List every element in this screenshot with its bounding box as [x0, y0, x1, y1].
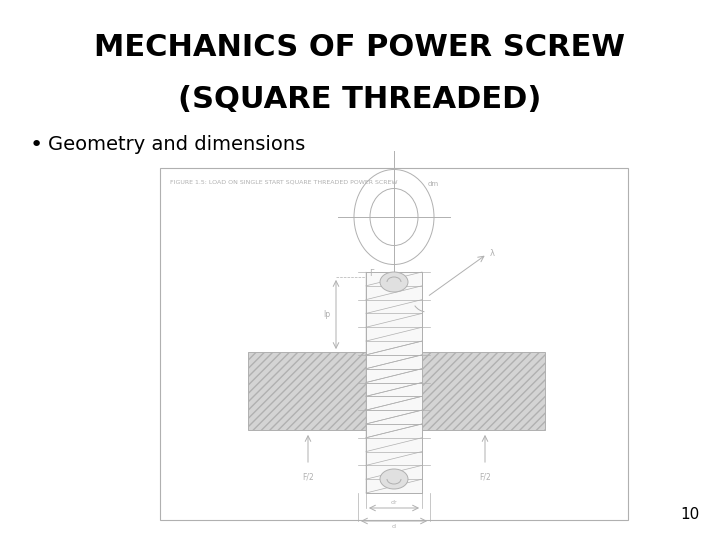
Bar: [248, 352, 545, 430]
Text: Geometry and dimensions: Geometry and dimensions: [48, 136, 305, 154]
Bar: [366, 272, 422, 493]
Text: (SQUARE THREADED): (SQUARE THREADED): [179, 85, 541, 114]
Bar: [160, 168, 628, 520]
Text: •: •: [30, 135, 43, 155]
Text: F/2: F/2: [302, 473, 314, 482]
Text: F/2: F/2: [479, 473, 491, 482]
Text: 10: 10: [680, 507, 700, 522]
Text: dm: dm: [428, 181, 438, 187]
Ellipse shape: [380, 469, 408, 489]
Ellipse shape: [354, 170, 434, 265]
Text: d: d: [392, 524, 396, 529]
Text: MECHANICS OF POWER SCREW: MECHANICS OF POWER SCREW: [94, 33, 626, 63]
Bar: [366, 351, 422, 431]
Bar: [366, 272, 422, 493]
Text: F: F: [369, 269, 374, 279]
Text: λ: λ: [490, 249, 495, 259]
Text: dr: dr: [391, 500, 397, 505]
Text: lp: lp: [323, 310, 330, 319]
Ellipse shape: [370, 188, 418, 246]
Ellipse shape: [380, 272, 408, 292]
Text: FIGURE 1.5: LOAD ON SINGLE START SQUARE THREADED POWER SCREW: FIGURE 1.5: LOAD ON SINGLE START SQUARE …: [170, 179, 397, 185]
